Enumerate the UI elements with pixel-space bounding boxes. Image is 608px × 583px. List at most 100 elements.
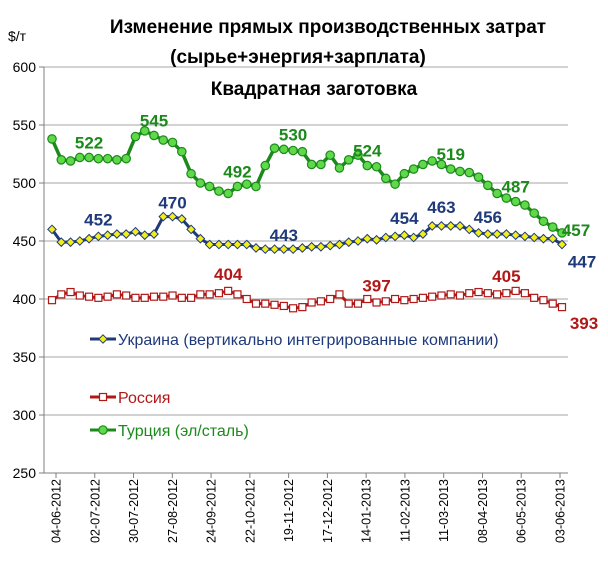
data-point-circle: [418, 159, 428, 170]
data-point-square: [224, 286, 233, 295]
data-point-circle: [102, 153, 113, 164]
data-point-circle: [149, 130, 159, 141]
data-point-square: [428, 292, 437, 301]
grid-lines: [44, 66, 568, 474]
data-point-circle: [232, 181, 243, 192]
data-point-diamond: [408, 232, 419, 243]
data-point-diamond: [371, 234, 382, 245]
data-point-square: [233, 290, 242, 299]
data-point-square: [112, 290, 122, 299]
x-tick-label: 08-04-2013: [476, 479, 490, 543]
data-point-diamond: [260, 244, 271, 255]
data-point-diamond: [195, 233, 206, 244]
y-axis-unit: $/т: [8, 28, 27, 44]
x-tick-label: 22-10-2012: [243, 479, 257, 543]
data-point-circle: [93, 153, 104, 164]
data-point-square: [251, 299, 261, 308]
data-point-circle: [139, 126, 150, 136]
data-label: 470: [158, 194, 186, 213]
data-point-square: [261, 299, 270, 308]
data-point-square: [381, 297, 390, 306]
data-point-diamond: [464, 224, 475, 235]
x-tick-label: 30-07-2012: [127, 479, 141, 543]
data-label: 519: [437, 145, 465, 164]
data-point-square: [335, 290, 344, 299]
legend-item-2: Турция (эл/сталь): [90, 423, 249, 440]
data-point-square: [66, 287, 75, 297]
data-label: 393: [570, 314, 598, 333]
data-point-diamond: [214, 239, 224, 250]
data-point-square: [168, 291, 177, 300]
data-point-square: [149, 292, 159, 301]
data-point-diamond: [473, 227, 484, 238]
data-point-square: [418, 293, 428, 302]
data-point-square: [279, 301, 288, 311]
data-label: 397: [362, 276, 390, 295]
data-point-circle: [557, 228, 567, 238]
y-tick-label: 550: [13, 117, 37, 133]
data-point-diamond: [232, 239, 243, 250]
data-point-diamond: [343, 237, 354, 248]
data-point-circle: [547, 222, 558, 232]
data-point-circle: [98, 425, 108, 435]
data-label: 447: [568, 252, 596, 271]
x-tick-label: 17-12-2012: [321, 479, 335, 543]
data-point-circle: [214, 186, 224, 196]
data-point-square: [390, 294, 400, 304]
y-axis-ticks: 250 300 350 400 450 500 550 600: [13, 59, 44, 481]
series-1: [47, 286, 567, 313]
x-tick-label: 04-06-2012: [50, 479, 64, 543]
y-tick-label: 450: [13, 233, 37, 249]
data-point-diamond: [445, 221, 456, 231]
legend-item-0: Украина (вертикально интегрированные ком…: [90, 332, 499, 349]
data-point-square: [455, 291, 465, 300]
data-point-square: [557, 303, 567, 312]
data-point-diamond: [84, 233, 94, 244]
data-point-circle: [279, 144, 289, 155]
x-tick-label: 14-01-2013: [360, 479, 374, 543]
data-point-circle: [325, 150, 335, 160]
data-label: 530: [279, 126, 307, 145]
data-point-diamond: [547, 233, 558, 244]
data-point-square: [520, 289, 530, 298]
data-point-square: [409, 294, 418, 304]
data-point-square: [363, 294, 372, 304]
data-point-square: [307, 298, 316, 307]
data-point-diamond: [56, 237, 67, 248]
data-point-circle: [158, 135, 169, 145]
data-point-diamond: [158, 211, 169, 222]
x-tick-label: 24-09-2012: [205, 479, 219, 543]
data-label: 463: [427, 198, 455, 217]
data-point-diamond: [149, 229, 159, 239]
data-point-square: [353, 299, 363, 308]
title-line-2: (сырье+энергия+зарплата): [170, 47, 426, 68]
data-label: 452: [84, 210, 112, 229]
data-label: 405: [492, 267, 520, 286]
data-point-diamond: [399, 230, 410, 241]
data-point-diamond: [65, 237, 76, 248]
data-label: 404: [214, 265, 243, 284]
y-tick-label: 600: [13, 59, 37, 75]
data-point-circle: [353, 150, 363, 160]
data-point-square: [214, 289, 224, 298]
data-point-square: [288, 304, 298, 313]
data-point-square: [502, 289, 511, 298]
data-point-square: [437, 291, 446, 300]
data-point-diamond: [455, 221, 465, 231]
data-point-circle: [260, 160, 271, 171]
legend-item-1: Россия: [90, 390, 170, 407]
data-point-square: [372, 298, 381, 307]
legend-label: Украина (вертикально интегрированные ком…: [118, 332, 499, 349]
data-point-diamond: [121, 229, 132, 239]
title-line-3: Квадратная заготовка: [211, 79, 418, 100]
legend-label: Россия: [118, 390, 170, 407]
data-label: 522: [75, 133, 103, 152]
data-point-diamond: [47, 224, 57, 235]
data-label: 524: [353, 142, 382, 161]
data-point-diamond: [297, 243, 308, 253]
y-tick-label: 500: [13, 175, 37, 191]
data-point-square: [57, 290, 66, 299]
data-point-circle: [343, 155, 354, 165]
series-2: [47, 126, 567, 238]
data-point-square: [316, 297, 326, 306]
